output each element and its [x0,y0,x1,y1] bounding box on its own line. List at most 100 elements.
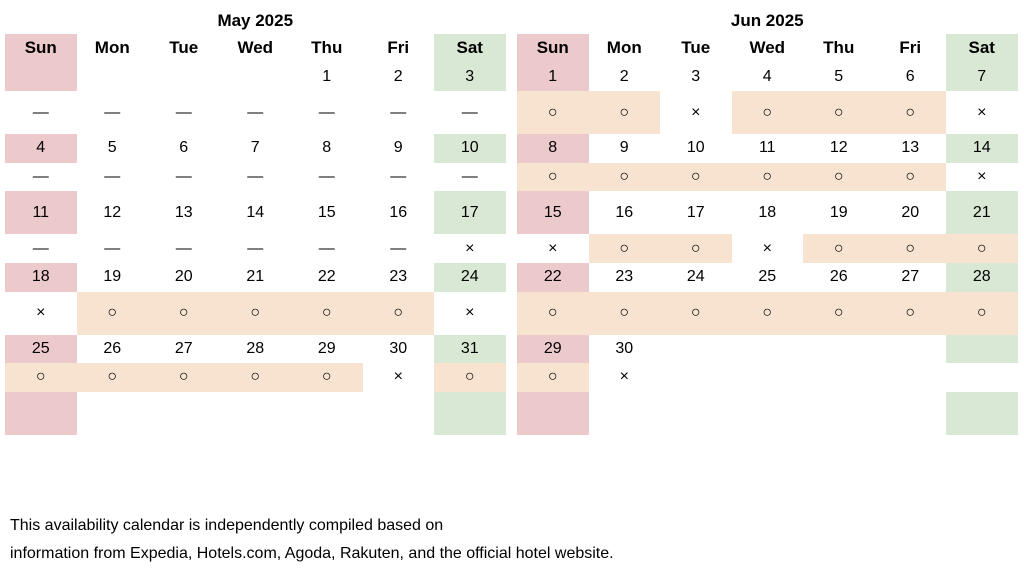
weekday-header: Fri [387,38,410,58]
status-available[interactable]: ○ [76,363,148,392]
status-available[interactable]: ○ [588,234,660,263]
status-none[interactable]: — [104,239,121,257]
status-available[interactable]: ○ [803,291,875,335]
status-unavailable[interactable]: × [977,168,987,186]
status-none[interactable]: — [390,103,407,121]
status-none[interactable]: — [318,239,335,257]
status-none[interactable]: — [175,103,192,121]
status-none[interactable]: — [32,239,49,257]
status-available[interactable]: ○ [874,162,946,192]
status-available[interactable]: ○ [219,291,291,335]
status-unavailable[interactable]: × [762,239,772,257]
status-none[interactable]: — [32,103,49,121]
footer-note: This availability calendar is independen… [10,512,614,568]
date-cell: 27 [901,268,920,286]
trailing-cell [5,391,77,435]
status-unavailable[interactable]: × [619,368,629,386]
date-cell [946,334,1018,364]
status-available[interactable]: ○ [291,291,363,335]
weekday-header: Wed [237,38,274,58]
date-cell: 23 [615,268,634,286]
status-available[interactable]: ○ [517,91,589,135]
status-available[interactable]: ○ [803,234,875,263]
trailing-cell [434,391,506,435]
status-none[interactable]: — [247,168,264,186]
status-available[interactable]: ○ [588,291,660,335]
status-available[interactable]: ○ [874,91,946,135]
date-cell: 28 [246,339,265,357]
status-empty [946,363,1018,392]
date-cell: 31 [434,334,506,364]
status-unavailable[interactable]: × [548,239,558,257]
status-available[interactable]: ○ [517,162,589,192]
status-empty [875,363,947,392]
weekday-header: Mon [606,38,642,58]
date-cell: 4 [762,67,772,85]
status-available[interactable]: ○ [219,363,291,392]
status-unavailable[interactable]: × [977,103,987,121]
date-cell: 17 [434,191,506,235]
date-cell: 5 [834,67,844,85]
date-cell: 26 [103,339,122,357]
status-available[interactable]: ○ [731,291,803,335]
status-available[interactable]: ○ [517,363,589,392]
calendar-may-2025: May 2025 Sun Mon Tue Wed Thu Fri Sat 1 2 3— — — — — — —… [5,8,506,435]
status-none[interactable]: — [390,168,407,186]
status-available[interactable]: ○ [148,363,220,392]
status-available[interactable]: ○ [946,291,1018,335]
status-unavailable[interactable]: × [393,368,403,386]
status-none[interactable]: — [32,168,49,186]
status-none[interactable]: — [461,168,478,186]
status-none[interactable]: — [175,239,192,257]
date-cell: 20 [174,268,193,286]
status-none[interactable]: — [461,103,478,121]
date-cell: 21 [946,191,1018,235]
status-available[interactable]: ○ [362,291,434,335]
date-cell: 1 [517,62,589,92]
status-unavailable[interactable]: × [465,239,475,257]
status-none[interactable]: — [318,103,335,121]
status-unavailable[interactable]: × [691,103,701,121]
date-cell: 14 [946,134,1018,163]
date-cell: 16 [389,203,408,221]
trailing-cell [148,392,220,435]
status-available[interactable]: ○ [803,91,875,135]
trailing-cell [517,391,589,435]
status-available[interactable]: ○ [874,234,946,263]
date-cell: 1 [322,67,332,85]
status-available[interactable]: ○ [517,291,589,335]
month-title: May 2025 [217,11,294,30]
status-available[interactable]: ○ [731,91,803,135]
status-none[interactable]: — [247,239,264,257]
status-available[interactable]: ○ [434,363,506,392]
date-cell: 11 [758,139,776,157]
status-available[interactable]: ○ [148,291,220,335]
trailing-cell [220,392,292,435]
month-title: Jun 2025 [730,11,804,30]
status-available[interactable]: ○ [588,162,660,192]
trailing-cell [77,392,149,435]
weekday-header: Tue [681,38,711,58]
trailing-cell [660,392,732,435]
status-available[interactable]: ○ [291,363,363,392]
status-available[interactable]: ○ [731,162,803,192]
status-none[interactable]: — [247,103,264,121]
status-none[interactable]: — [175,168,192,186]
status-available[interactable]: ○ [660,162,732,192]
status-none[interactable]: — [390,239,407,257]
date-cell: 8 [322,139,332,157]
status-unavailable[interactable]: × [465,304,475,322]
status-available[interactable]: ○ [76,291,148,335]
status-available[interactable]: ○ [660,291,732,335]
status-none[interactable]: — [318,168,335,186]
status-available[interactable]: ○ [803,162,875,192]
status-available[interactable]: ○ [660,234,732,263]
status-available[interactable]: ○ [5,363,77,392]
status-none[interactable]: — [104,168,121,186]
status-available[interactable]: ○ [588,91,660,135]
status-none[interactable]: — [104,103,121,121]
status-available[interactable]: ○ [874,291,946,335]
status-unavailable[interactable]: × [36,304,46,322]
date-cell: 24 [434,262,506,292]
status-available[interactable]: ○ [946,234,1018,263]
